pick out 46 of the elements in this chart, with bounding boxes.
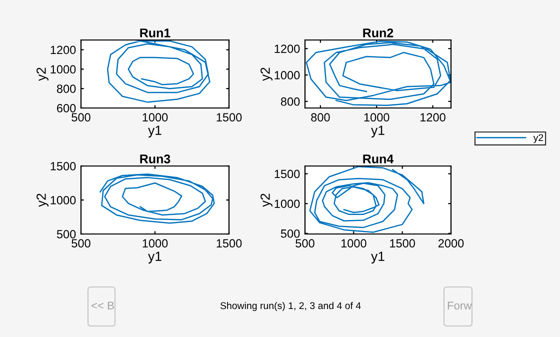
y-tick-label: 800 <box>280 97 300 106</box>
x-tick-label: 1500 <box>216 239 242 248</box>
x-tick-label: 500 <box>296 239 314 248</box>
x-axis-title: y1 <box>371 126 384 138</box>
y-tick-label: 1500 <box>274 170 300 178</box>
y-tick-label: 1200 <box>50 46 76 54</box>
x-tick-label: 1200 <box>420 113 446 122</box>
text: y2 <box>533 134 544 144</box>
y-axis-title: y2 <box>36 68 48 81</box>
x-axis-title: y1 <box>148 126 162 138</box>
line-series <box>306 40 451 106</box>
y-tick-label: 1000 <box>274 200 300 208</box>
x-tick-label: 1000 <box>341 239 366 248</box>
chart-title: Run4 <box>363 154 394 164</box>
y-axis-title: y2 <box>260 68 272 81</box>
x-tick-label: 1500 <box>216 113 242 122</box>
line-series <box>107 40 210 103</box>
x-axis-title: y1 <box>371 252 384 264</box>
x-tick-label: 500 <box>72 239 90 248</box>
y-tick-label: 1000 <box>274 71 300 80</box>
x-tick-label: 500 <box>72 113 90 122</box>
x-tick-label: 2000 <box>438 239 464 248</box>
text: Forw <box>448 302 472 310</box>
y-tick-label: 500 <box>280 229 300 238</box>
x-tick-label: 1000 <box>142 239 168 248</box>
x-tick-label: 1000 <box>142 113 168 122</box>
y-tick-label: 1000 <box>50 196 76 204</box>
y-tick-label: 600 <box>57 104 76 112</box>
y-tick-label: 500 <box>56 230 76 238</box>
chart-title: Run2 <box>363 28 394 38</box>
y-axis-title: y2 <box>36 194 48 207</box>
y-tick-label: 800 <box>56 84 76 93</box>
x-tick-label: 1500 <box>390 239 416 248</box>
text: Showing run(s) 1, 2, 3 and 4 of 4 <box>220 302 361 312</box>
y-tick-label: 1200 <box>274 44 300 53</box>
text: << B <box>92 302 114 310</box>
line-series <box>100 174 215 224</box>
chart-title: Run3 <box>140 154 170 164</box>
chart-title: Run1 <box>140 28 170 38</box>
y-axis-title: y2 <box>260 194 272 207</box>
x-axis-title: y1 <box>148 252 162 264</box>
y-tick-label: 1500 <box>50 162 76 170</box>
x-tick-label: 800 <box>311 113 330 122</box>
x-tick-label: 1000 <box>364 113 390 122</box>
line-series <box>309 166 424 233</box>
y-tick-label: 1000 <box>50 65 76 74</box>
